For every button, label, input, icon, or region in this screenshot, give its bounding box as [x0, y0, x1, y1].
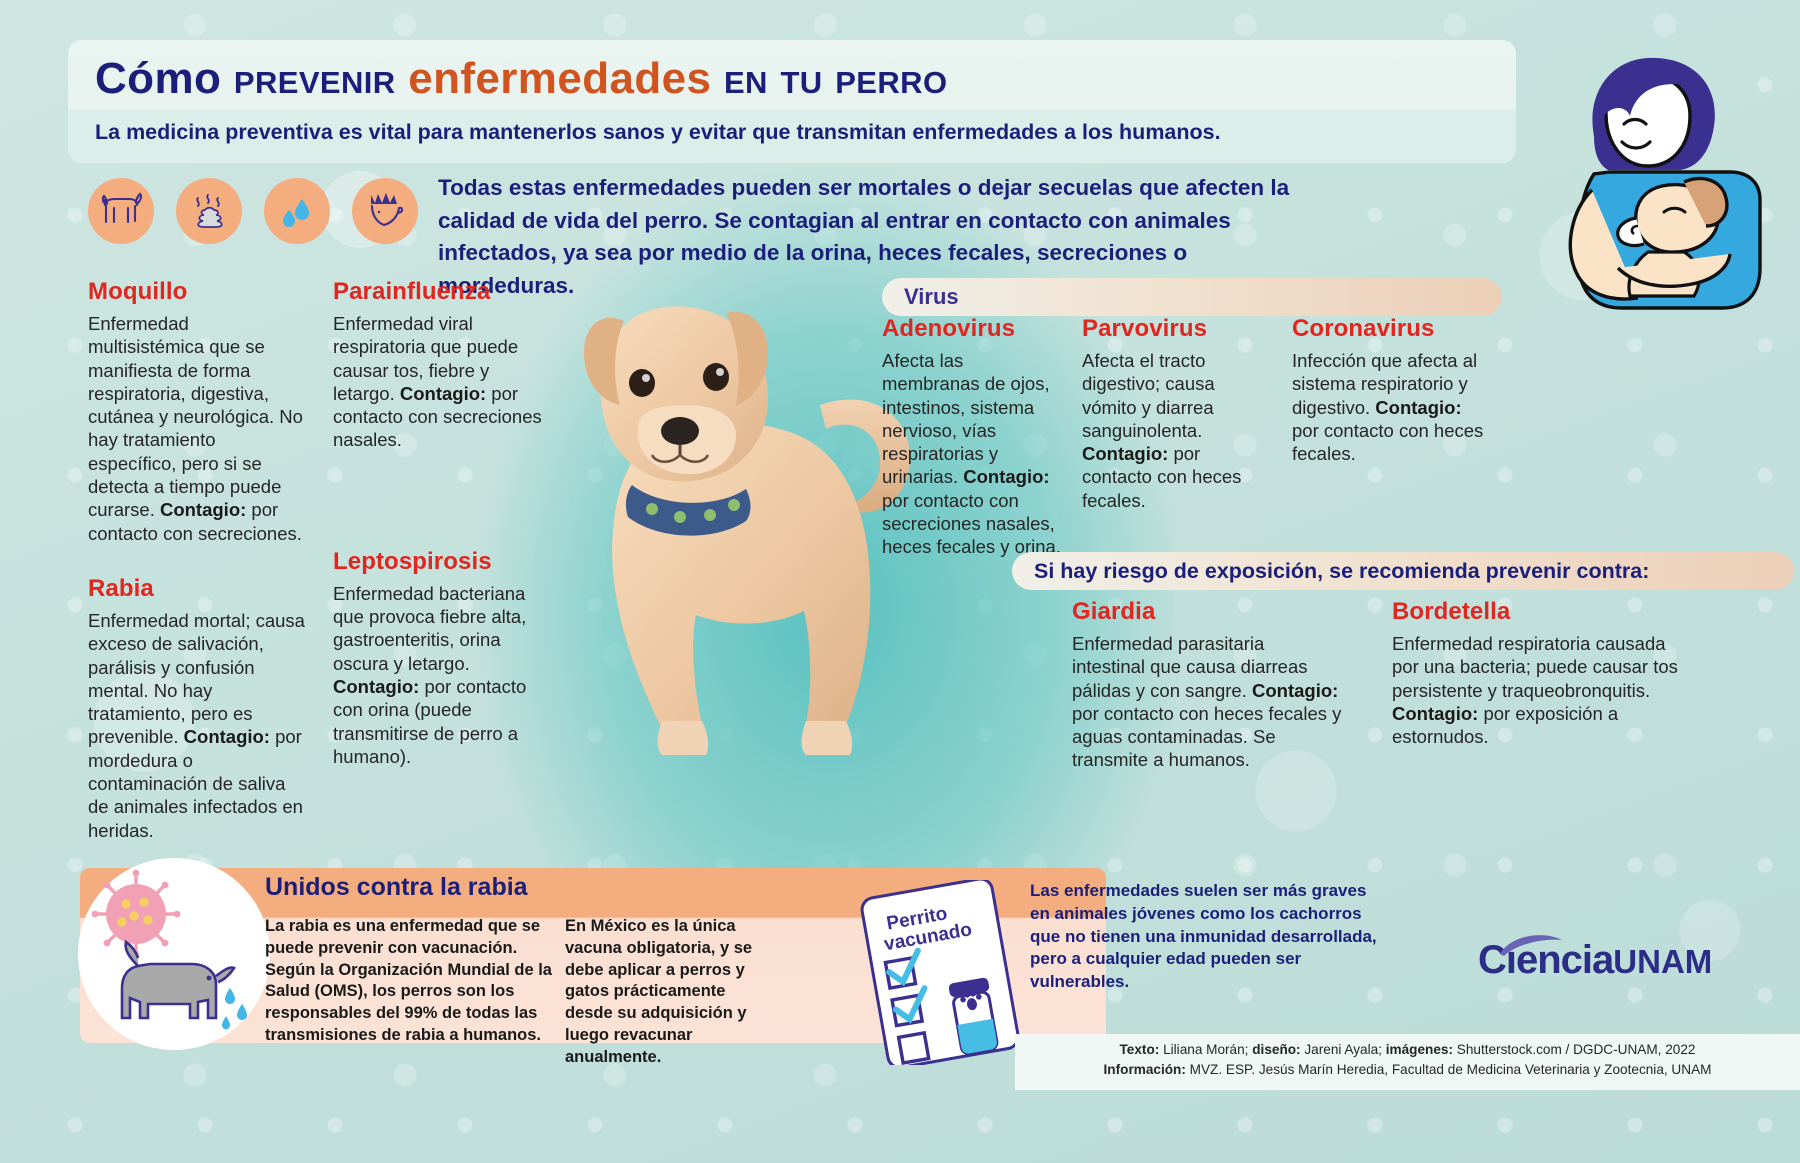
contagio-label: Contagio:	[1082, 443, 1169, 465]
contagio-text: por contacto con orina (puede transmitir…	[333, 675, 527, 767]
contagio-label: Contagio:	[183, 726, 270, 748]
column-mid-diseases: Parainfluenza Enfermedad viral respirato…	[333, 278, 543, 794]
contagio-text: por contacto con secreciones.	[88, 499, 302, 544]
disease-description: Enfermedad bacteriana que provoca fiebre…	[333, 582, 527, 674]
dog-bite-icon	[352, 178, 418, 244]
contagio-label: Contagio:	[963, 466, 1050, 488]
disease-title: Parvovirus	[1082, 315, 1208, 342]
rabia-illustration-circle	[78, 858, 270, 1050]
rabia-panel-text-2: En México es la única vacuna obligatoria…	[565, 916, 770, 1068]
page-subtitle: La medicina preventiva es vital para man…	[95, 120, 1221, 144]
disease-description: Afecta las membranas de ojos, intestinos…	[882, 350, 1050, 488]
credits-line-2: Información: MVZ. ESP. Jesús Marín Hered…	[1015, 1060, 1800, 1080]
contagio-text: por mordedura o contaminación de saliva …	[88, 726, 303, 841]
disease-title: Bordetella	[1392, 598, 1511, 625]
disease-body: Afecta el tracto digestivo; causa vómito…	[1082, 349, 1272, 512]
disease-body: Enfermedad viral respiratoria que puede …	[333, 312, 543, 452]
disease-body: Enfermedad parasitaria intestinal que ca…	[1072, 632, 1342, 772]
virus-band-label: Virus	[904, 284, 959, 309]
disease-block-rabia: Rabia Enfermedad mortal; causa exceso de…	[88, 575, 306, 842]
contagio-text: por contacto con secreciones nasales, he…	[882, 489, 1061, 558]
disease-block-bordetella: Bordetella Enfermedad respiratoria causa…	[1392, 598, 1682, 748]
disease-title: Parainfluenza	[333, 278, 491, 305]
disease-block-giardia: Giardia Enfermedad parasitaria intestina…	[1072, 598, 1342, 772]
vaccination-card-illustration: Perrito vacunado	[860, 877, 1025, 1069]
rabia-panel-title: Unidos contra la rabia	[265, 873, 528, 901]
credits-informacion-label: Información:	[1103, 1062, 1186, 1078]
disease-title: Adenovirus	[882, 315, 1016, 342]
vaccine-note-text: Las enfermedades suelen ser más graves e…	[1030, 881, 1377, 992]
feces-icon	[176, 178, 242, 244]
disease-description: Enfermedad multisistémica que se manifie…	[88, 313, 303, 521]
disease-block-parvovirus: Parvovirus Afecta el tracto digestivo; c…	[1082, 315, 1272, 512]
contagio-text: por contacto con secreciones nasales.	[333, 382, 542, 451]
credits-imagenes-value: Shutterstock.com / DGDC-UNAM, 2022	[1452, 1042, 1696, 1057]
contagio-text: por contacto con heces fecales.	[1292, 419, 1484, 465]
urine-drops-icon	[264, 178, 330, 244]
disease-description: Enfermedad viral respiratoria que puede …	[333, 313, 519, 404]
contagio-text: por contacto con heces fecales y aguas c…	[1072, 702, 1342, 771]
contagio-label: Contagio:	[159, 499, 247, 521]
riesgo-band-label: Si hay riesgo de exposición, se recomien…	[1034, 558, 1650, 583]
person-hugging-dog-illustration	[1498, 40, 1766, 320]
rabia-panel-text-1: La rabia es una enfermedad que se puede …	[265, 917, 552, 1044]
contagio-label: Contagio:	[399, 382, 487, 404]
disease-block-coronavirus: Coronavirus Infección que afecta al sist…	[1292, 315, 1492, 465]
disease-block-parainfluenza: Parainfluenza Enfermedad viral respirato…	[333, 278, 543, 452]
ciencia-unam-logo: CienciaUNAM	[1478, 935, 1713, 983]
credits-texto-label: Texto:	[1119, 1042, 1160, 1057]
disease-description: Infección que afecta al sistema respirat…	[1292, 350, 1478, 418]
credits-bar: Texto: Liliana Morán; diseño: Jareni Aya…	[1015, 1034, 1800, 1090]
column-left-diseases: Moquillo Enfermedad multisistémica que s…	[88, 278, 306, 868]
dog-photo	[520, 255, 940, 775]
virus-section-band: Virus	[882, 278, 1502, 316]
contagio-text: por contacto con heces fecales.	[1082, 443, 1242, 511]
disease-title: Coronavirus	[1292, 315, 1435, 342]
title-part-1: Cómo	[95, 54, 234, 103]
credits-texto-value: Liliana Morán;	[1159, 1042, 1253, 1057]
page-title: Cómo prevenir enfermedades en tu perro	[95, 54, 947, 104]
rabia-text2-post: , y se debe aplicar a perros y gatos prá…	[565, 938, 753, 1066]
credits-imagenes-label: imágenes:	[1385, 1042, 1453, 1057]
disease-body: Enfermedad mortal; causa exceso de saliv…	[88, 609, 306, 842]
disease-block-adenovirus: Adenovirus Afecta las membranas de ojos,…	[882, 315, 1062, 559]
disease-title: Leptospirosis	[333, 547, 492, 575]
credits-diseno-label: diseño:	[1252, 1042, 1301, 1057]
disease-body: Enfermedad multisistémica que se manifie…	[88, 312, 306, 545]
logo-word-1: Ciencia	[1478, 938, 1614, 982]
contagio-label: Contagio:	[1392, 702, 1479, 724]
disease-block-leptospirosis: Leptospirosis Enfermedad bacteriana que …	[333, 548, 543, 768]
disease-body: Enfermedad respiratoria causada por una …	[1392, 632, 1682, 748]
logo-swoosh-icon	[1500, 935, 1562, 956]
contagio-label: Contagio:	[1251, 679, 1339, 701]
disease-body: Enfermedad bacteriana que provoca fiebre…	[333, 582, 543, 768]
header-subtitle-bar	[68, 110, 1516, 163]
transmission-icon-row	[88, 178, 418, 244]
disease-title: Moquillo	[88, 278, 188, 305]
disease-description: Enfermedad respiratoria causada por una …	[1392, 633, 1678, 701]
contagio-text: por exposición a estornudos.	[1392, 702, 1619, 748]
contagio-label: Contagio:	[1375, 396, 1462, 418]
disease-title: Giardia	[1072, 598, 1156, 625]
rabia-text2-pre: En México es la	[565, 917, 693, 935]
logo-word-2: UNAM	[1613, 943, 1713, 980]
disease-block-moquillo: Moquillo Enfermedad multisistémica que s…	[88, 278, 306, 545]
contagio-label: Contagio:	[333, 675, 420, 697]
title-part-3: enfermedades	[408, 54, 724, 103]
disease-description: Enfermedad parasitaria intestinal que ca…	[1072, 633, 1308, 701]
title-part-4: en tu perro	[723, 54, 948, 103]
riesgo-section-band: Si hay riesgo de exposición, se recomien…	[1012, 552, 1794, 590]
credits-line-1: Texto: Liliana Morán; diseño: Jareni Aya…	[1015, 1034, 1800, 1060]
credits-informacion-value: MVZ. ESP. Jesús Marín Heredia, Facultad …	[1185, 1062, 1712, 1078]
credits-diseno-value: Jareni Ayala;	[1300, 1042, 1386, 1057]
title-part-2: prevenir	[233, 54, 409, 103]
dog-icon	[88, 178, 154, 244]
disease-description: Enfermedad mortal; causa exceso de saliv…	[88, 609, 305, 748]
intro-paragraph: Todas estas enfermedades pueden ser mort…	[438, 175, 1290, 298]
disease-title: Rabia	[88, 574, 154, 602]
disease-body: Afecta las membranas de ojos, intestinos…	[882, 349, 1062, 559]
disease-body: Infección que afecta al sistema respirat…	[1292, 349, 1492, 465]
rabia-text2-bold: única vacuna obligatoria	[565, 917, 736, 957]
disease-description: Afecta el tracto digestivo; causa vómito…	[1082, 350, 1215, 441]
